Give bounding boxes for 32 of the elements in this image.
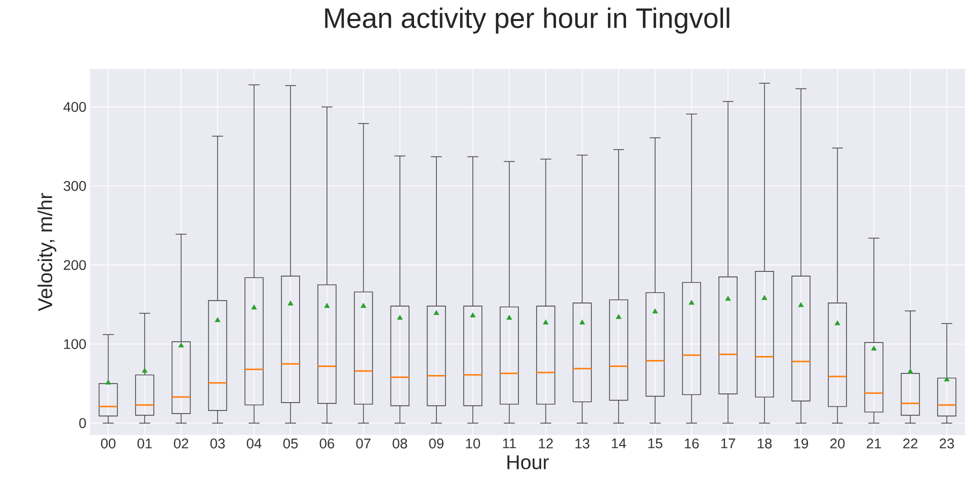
chart-title: Mean activity per hour in Tingvoll	[325, 8, 730, 34]
x-tick-label: 02	[174, 438, 188, 448]
x-tick-label: 21	[866, 438, 881, 448]
x-tick-label: 14	[612, 438, 626, 448]
x-axis-title: Hour	[507, 455, 549, 470]
x-tick-label: 03	[210, 438, 225, 448]
x-tick-label: 12	[539, 438, 553, 448]
y-axis-title: Velocity, m/hr	[38, 193, 56, 312]
x-tick-label: 23	[940, 438, 954, 448]
x-tick-label: 19	[794, 438, 808, 448]
x-tick-label: 13	[575, 438, 590, 448]
y-tick-label: 100	[64, 339, 86, 350]
x-tick-label: 01	[137, 438, 152, 448]
x-tick-label: 10	[466, 438, 480, 448]
y-tick-label: 400	[63, 102, 86, 112]
x-tick-label: 06	[320, 438, 334, 448]
x-tick-label: 09	[429, 438, 444, 448]
x-tick-label: 15	[648, 438, 662, 448]
x-tick-label: 20	[830, 438, 845, 448]
x-tick-label: 04	[246, 438, 262, 448]
x-tick-label: 05	[283, 438, 298, 448]
x-tick-label: 11	[503, 438, 516, 448]
y-tick-label: 300	[64, 181, 86, 191]
x-tick-label: 17	[721, 438, 736, 448]
x-tick-label: 22	[903, 438, 918, 448]
x-tick-label: 00	[100, 438, 116, 448]
x-tick-label: 07	[356, 438, 371, 448]
x-tick-label: 16	[684, 438, 699, 448]
x-tick-label: 18	[758, 438, 772, 448]
y-tick-label: 0	[79, 418, 86, 428]
y-tick-label: 200	[64, 260, 86, 270]
x-tick-label: 08	[392, 438, 408, 448]
